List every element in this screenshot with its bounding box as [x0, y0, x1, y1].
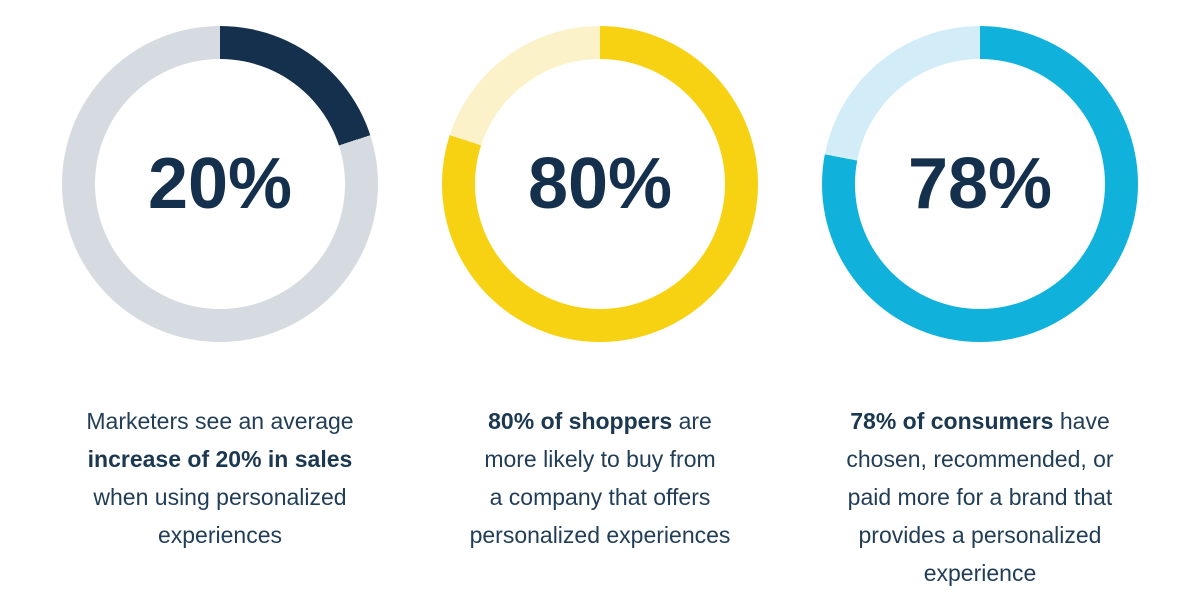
donut-hole: 80%	[475, 59, 725, 309]
caption-line: experience	[923, 560, 1037, 586]
stat-card-shoppers: 80% 80% of shoppers are more likely to bu…	[410, 26, 790, 592]
stat-card-sales-increase: 20% Marketers see an average increase of …	[30, 26, 410, 592]
caption-line: experiences	[157, 522, 282, 548]
caption-line: paid more for a brand that	[847, 484, 1113, 510]
percent-value: 80%	[527, 144, 673, 224]
stat-caption: Marketers see an average increase of 20% …	[86, 402, 353, 554]
percent-value: 78%	[907, 144, 1053, 224]
caption-line: Marketers see an average	[86, 408, 354, 434]
caption-line: personalized experiences	[469, 522, 731, 548]
stat-caption: 78% of consumers have chosen, recommended…	[846, 402, 1113, 592]
donut-hole: 20%	[95, 59, 345, 309]
caption-line: more likely to buy from	[484, 446, 716, 472]
stat-card-consumers: 78% 78% of consumers have chosen, recomme…	[790, 26, 1170, 592]
caption-line: increase of 20% in sales	[87, 446, 353, 472]
donut-hole: 78%	[855, 59, 1105, 309]
caption-line: chosen, recommended, or	[846, 446, 1114, 472]
caption-line: when using personalized	[93, 484, 347, 510]
infographic-row: 20% Marketers see an average increase of …	[30, 26, 1170, 592]
donut-chart-78: 78%	[822, 26, 1138, 342]
donut-chart-20: 20%	[62, 26, 378, 342]
caption-line: a company that offers	[489, 484, 711, 510]
percent-value: 20%	[147, 144, 293, 224]
donut-chart-80: 80%	[442, 26, 758, 342]
stat-caption: 80% of shoppers are more likely to buy fr…	[470, 402, 731, 554]
caption-line: 78% of consumers have	[850, 408, 1110, 434]
caption-line: provides a personalized	[858, 522, 1102, 548]
caption-line: 80% of shoppers are	[488, 408, 712, 434]
